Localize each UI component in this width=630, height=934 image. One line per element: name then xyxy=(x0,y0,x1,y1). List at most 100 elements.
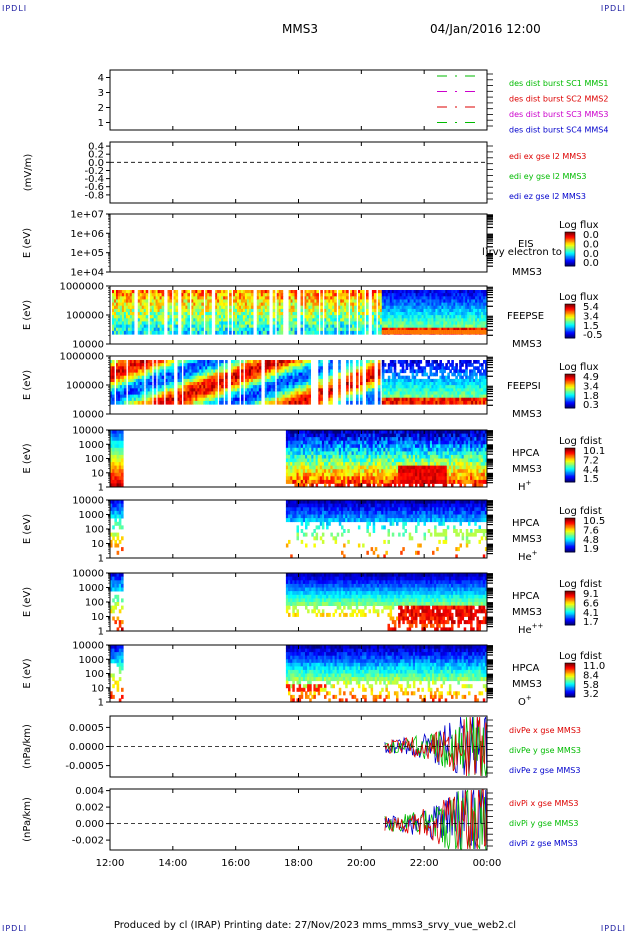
heatmap-cell xyxy=(187,305,190,310)
heatmap-cell xyxy=(215,369,218,374)
heatmap-cell xyxy=(254,394,258,399)
heatmap-cell xyxy=(125,315,129,319)
heatmap-cell xyxy=(262,318,266,322)
heatmap-cell xyxy=(302,458,306,463)
heatmap-cell xyxy=(485,293,488,297)
heatmap-cell xyxy=(221,400,224,405)
heatmap-cell xyxy=(317,462,321,467)
heatmap-cell xyxy=(167,375,171,380)
heatmap-cell xyxy=(139,378,143,383)
heatmap-cell xyxy=(367,366,371,370)
heatmap-cell xyxy=(346,293,349,297)
heatmap-cell xyxy=(320,299,323,304)
heatmap-cell xyxy=(324,469,327,474)
heatmap-cell xyxy=(433,312,436,316)
heatmap-cell xyxy=(153,299,157,304)
heatmap-cell xyxy=(383,312,387,316)
heatmap-cell xyxy=(258,375,262,380)
heatmap-cell xyxy=(199,400,202,405)
heatmap-cell xyxy=(173,312,177,316)
heatmap-cell xyxy=(231,400,234,405)
heatmap-cell xyxy=(429,299,433,304)
heatmap-cell xyxy=(233,378,236,383)
heatmap-cell xyxy=(173,296,177,300)
heatmap-cell xyxy=(145,366,149,370)
heatmap-cell xyxy=(373,302,377,307)
heatmap-cell xyxy=(356,382,359,386)
heatmap-cell xyxy=(276,394,280,399)
heatmap-cell xyxy=(429,397,433,402)
heatmap-cell xyxy=(256,391,260,396)
heatmap-cell xyxy=(326,462,329,467)
heatmap-cell xyxy=(258,360,262,364)
heatmap-cell xyxy=(307,451,310,456)
heatmap-cell xyxy=(356,366,359,370)
heatmap-cell xyxy=(307,433,310,438)
heatmap-cell xyxy=(413,397,417,402)
heatmap-cell xyxy=(141,378,145,383)
heatmap-cell xyxy=(467,330,470,334)
heatmap-cell xyxy=(225,299,228,304)
heatmap-cell xyxy=(116,318,119,322)
heatmap-cell xyxy=(425,302,429,307)
heatmap-cell xyxy=(292,433,295,438)
heatmap-cell xyxy=(352,312,355,316)
heatmap-cell xyxy=(237,360,240,364)
heatmap-cell xyxy=(235,308,238,313)
heatmap-cell xyxy=(429,302,433,307)
heatmap-cell xyxy=(328,375,331,380)
heatmap-cell xyxy=(338,318,341,322)
heatmap-cell xyxy=(407,397,411,402)
heatmap-cell xyxy=(181,327,184,332)
heatmap-cell xyxy=(435,308,438,313)
heatmap-cell xyxy=(459,321,462,326)
heatmap-cell xyxy=(131,363,135,367)
heatmap-cell xyxy=(385,302,389,307)
heatmap-cell xyxy=(377,296,381,300)
heatmap-cell xyxy=(272,394,276,399)
heatmap-cell xyxy=(209,363,212,367)
heatmap-cell xyxy=(296,391,300,396)
heatmap-cell xyxy=(304,388,308,392)
heatmap-cell xyxy=(429,385,433,389)
heatmap-cell xyxy=(413,302,417,307)
heatmap-cell xyxy=(112,472,115,477)
heatmap-cell xyxy=(465,330,468,334)
heatmap-cell xyxy=(157,312,161,316)
heatmap-cell xyxy=(306,308,309,313)
heatmap-cell xyxy=(455,388,458,392)
heatmap-cell xyxy=(395,318,399,322)
heatmap-cell xyxy=(258,363,262,367)
heatmap-cell xyxy=(419,324,423,329)
heatmap-cell xyxy=(411,308,415,313)
heatmap-cell xyxy=(187,378,190,383)
heatmap-cell xyxy=(399,293,403,297)
heatmap-cell xyxy=(445,315,448,319)
heatmap-cell xyxy=(292,444,295,449)
heatmap-cell xyxy=(415,400,419,405)
heatmap-cell xyxy=(405,385,409,389)
heatmap-cell xyxy=(377,375,381,380)
mission-title: MMS3 xyxy=(282,22,318,36)
heatmap-cell xyxy=(407,312,411,316)
heatmap-cell xyxy=(443,397,446,402)
heatmap-cell xyxy=(294,305,298,310)
heatmap-cell xyxy=(294,369,298,374)
heatmap-cell xyxy=(290,293,294,297)
heatmap-cell xyxy=(425,290,429,294)
heatmap-cell xyxy=(237,315,240,319)
heatmap-cell xyxy=(409,400,413,405)
heatmap-cell xyxy=(307,469,310,474)
heatmap-cell xyxy=(213,382,216,386)
heatmap-cell xyxy=(169,394,173,399)
heatmap-cell xyxy=(457,321,460,326)
heatmap-cell xyxy=(169,330,173,335)
y-tick-label: 1 xyxy=(98,118,104,129)
heatmap-cell xyxy=(149,293,153,297)
heatmap-cell xyxy=(451,330,454,334)
heatmap-cell xyxy=(383,397,387,402)
heatmap-cell xyxy=(300,330,304,335)
heatmap-cell xyxy=(280,315,284,319)
heatmap-cell xyxy=(241,375,244,380)
heatmap-cell xyxy=(270,372,274,377)
